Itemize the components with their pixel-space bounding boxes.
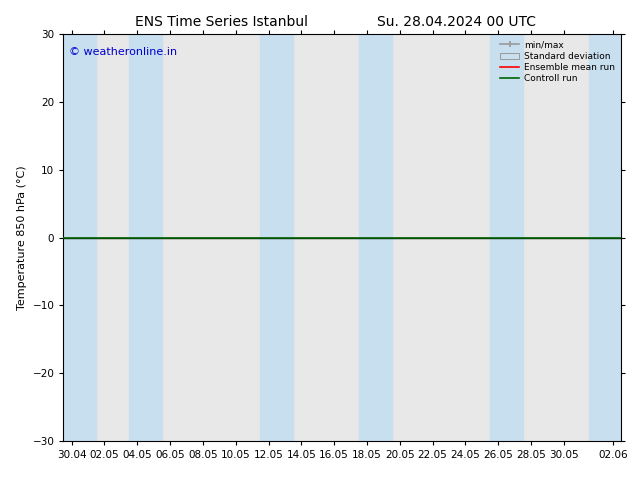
Bar [588, 34, 621, 441]
Y-axis label: Temperature 850 hPa (°C): Temperature 850 hPa (°C) [17, 165, 27, 310]
Text: © weatheronline.in: © weatheronline.in [69, 47, 177, 56]
Bar [359, 34, 392, 441]
Bar [490, 34, 523, 441]
Text: Su. 28.04.2024 00 UTC: Su. 28.04.2024 00 UTC [377, 15, 536, 29]
Legend: min/max, Standard deviation, Ensemble mean run, Controll run: min/max, Standard deviation, Ensemble me… [498, 39, 617, 85]
Text: ENS Time Series Istanbul: ENS Time Series Istanbul [136, 15, 308, 29]
Bar [261, 34, 293, 441]
Bar [129, 34, 162, 441]
Bar [63, 34, 96, 441]
